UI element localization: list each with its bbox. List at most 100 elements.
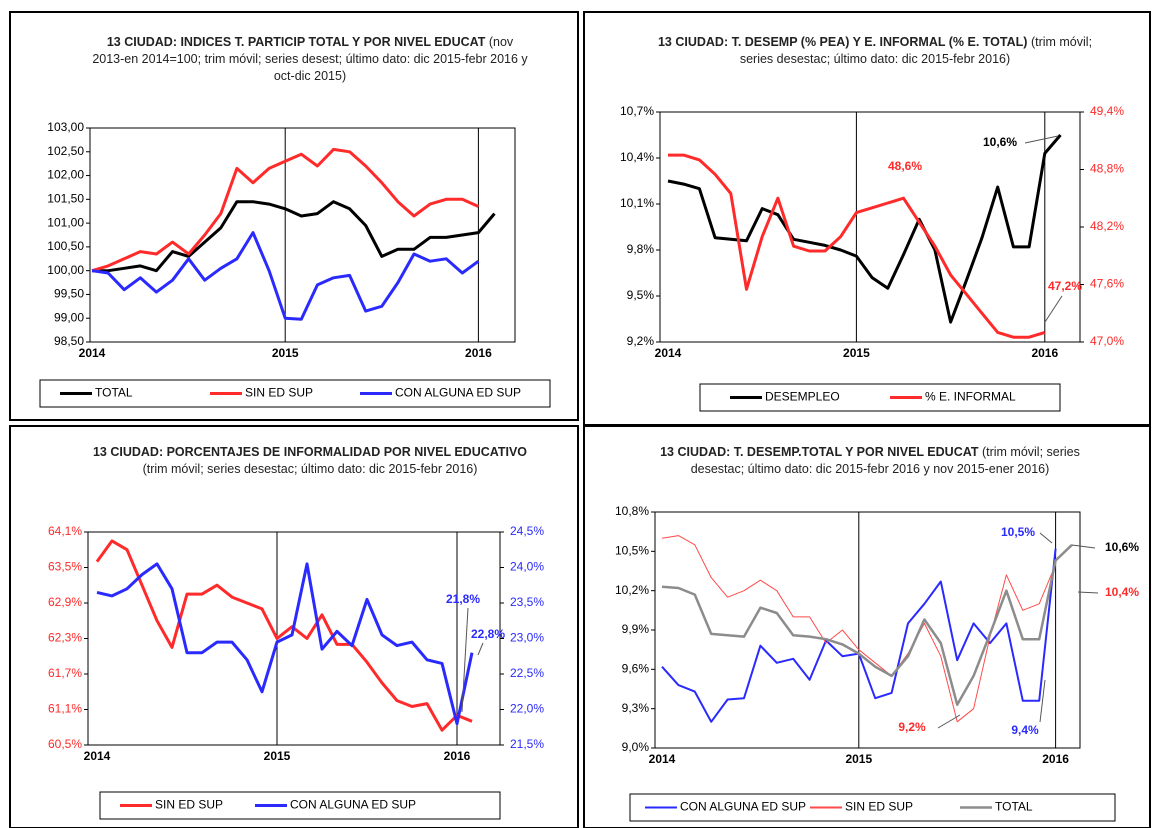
y2-tick-label: 23,0% xyxy=(510,631,544,645)
y2-tick-label: 24,5% xyxy=(510,524,544,538)
panel-title: 13 CIUDAD: PORCENTAJES DE INFORMALIDAD P… xyxy=(80,444,540,478)
y2-tick-label: 22,0% xyxy=(510,702,544,716)
y-tick-label: 100,50 xyxy=(47,239,84,253)
annotation-leader xyxy=(1039,532,1053,544)
annotation: 10,6% xyxy=(983,135,1017,149)
series-line xyxy=(667,134,1062,324)
legend-label: % E. INFORMAL xyxy=(925,390,1016,404)
y2-tick-label: 47,6% xyxy=(1090,277,1124,291)
series-line xyxy=(668,153,1046,339)
y-tick-label: 9,6% xyxy=(622,662,650,676)
legend-label: SIN ED SUP xyxy=(245,386,313,400)
legend-label: SIN ED SUP xyxy=(845,800,913,814)
y2-tick-label: 24,0% xyxy=(510,560,544,574)
y-tick-label: 61,1% xyxy=(48,702,82,716)
y2-tick-label: 47,0% xyxy=(1090,334,1124,348)
y2-tick-label: 48,8% xyxy=(1090,162,1124,176)
series-line xyxy=(661,543,1073,706)
y-tick-label: 10,7% xyxy=(620,104,654,118)
annotation-leader xyxy=(1071,544,1096,549)
chart-title: 13 CIUDAD: PORCENTAJES DE INFORMALIDAD P… xyxy=(92,445,528,459)
y-tick-label: 102,50 xyxy=(47,144,84,158)
x-tick-label: 2016 xyxy=(444,749,471,763)
annotation-leader xyxy=(937,714,961,729)
annotation-leader xyxy=(1077,591,1099,594)
y-tick-label: 9,3% xyxy=(622,701,650,715)
y-tick-label: 62,9% xyxy=(48,595,82,609)
annotation: 9,2% xyxy=(898,720,926,734)
x-tick-label: 2014 xyxy=(79,346,106,360)
annotation: 10,6% xyxy=(1105,540,1139,554)
y2-tick-label: 49,4% xyxy=(1090,104,1124,118)
y-tick-label: 9,5% xyxy=(627,288,655,302)
plot-frame xyxy=(87,531,501,746)
y-tick-label: 99,50 xyxy=(54,287,84,301)
chart-subtitle: (trim móvil; series desestac; último dat… xyxy=(690,445,1080,476)
series-line xyxy=(91,147,480,273)
y2-tick-label: 23,5% xyxy=(510,595,544,609)
x-tick-label: 2015 xyxy=(843,346,870,360)
y-tick-label: 9,8% xyxy=(627,242,655,256)
panel-border xyxy=(9,11,579,421)
y-tick-label: 10,5% xyxy=(615,544,649,558)
y2-tick-label: 48,2% xyxy=(1090,219,1124,233)
series-line xyxy=(92,200,496,273)
chart-subtitle: (trim móvil; series desestac; último dat… xyxy=(739,35,1093,66)
chart-title: 13 CIUDAD: T. DESEMP (% PEA) Y E. INFORM… xyxy=(657,35,1028,49)
x-tick-label: 2014 xyxy=(649,752,676,766)
y-tick-label: 62,3% xyxy=(48,631,82,645)
y2-tick-label: 21,5% xyxy=(510,737,544,751)
x-tick-label: 2014 xyxy=(655,346,682,360)
panel-border xyxy=(583,11,1151,426)
panel-border xyxy=(583,425,1151,828)
annotation-leader xyxy=(461,607,469,713)
y2-tick-label: 22,5% xyxy=(510,666,544,680)
series-line xyxy=(91,231,480,321)
legend-label: CON ALGUNA ED SUP xyxy=(290,798,416,812)
y-tick-label: 60,5% xyxy=(48,737,82,751)
series-line xyxy=(95,539,473,732)
y-tick-label: 9,0% xyxy=(622,740,650,754)
x-tick-label: 2016 xyxy=(1042,752,1069,766)
annotation: 22,8% xyxy=(471,627,505,641)
annotation-leader xyxy=(1039,679,1046,723)
legend-box xyxy=(99,791,501,820)
y-tick-label: 10,8% xyxy=(615,504,649,518)
y-tick-label: 9,9% xyxy=(622,622,650,636)
annotation-leader xyxy=(1044,295,1063,323)
y-tick-label: 63,5% xyxy=(48,560,82,574)
annotation: 10,5% xyxy=(1001,525,1035,539)
annotation: 48,6% xyxy=(888,159,922,173)
y-tick-label: 99,00 xyxy=(54,310,84,324)
chart-title: 13 CIUDAD: T. DESEMP.TOTAL Y POR NIVEL E… xyxy=(660,445,979,459)
legend-label: TOTAL xyxy=(995,800,1033,814)
legend-label: CON ALGUNA ED SUP xyxy=(395,386,521,400)
y-tick-label: 10,4% xyxy=(620,150,654,164)
x-tick-label: 2015 xyxy=(272,346,299,360)
annotation: 9,4% xyxy=(1011,723,1039,737)
legend-label: SIN ED SUP xyxy=(155,798,223,812)
legend-label: CON ALGUNA ED SUP xyxy=(680,800,806,814)
y-tick-label: 64,1% xyxy=(48,524,82,538)
y-tick-label: 101,50 xyxy=(47,192,84,206)
legend-box xyxy=(629,793,1116,822)
legend-label: TOTAL xyxy=(95,386,133,400)
panel-title: 13 CIUDAD: INDICES T. PARTICIP TOTAL Y P… xyxy=(90,34,530,85)
annotation: 47,2% xyxy=(1048,279,1082,293)
legend-box xyxy=(39,379,551,408)
x-tick-label: 2014 xyxy=(84,749,111,763)
plot-frame xyxy=(89,127,516,343)
x-tick-label: 2015 xyxy=(845,752,872,766)
y-tick-label: 10,1% xyxy=(620,196,654,210)
chart-subtitle: (nov 2013-en 2014=100; trim móvil; serie… xyxy=(92,35,528,83)
y-tick-label: 98,50 xyxy=(54,334,84,348)
annotation: 21,8% xyxy=(446,592,480,606)
chart-subtitle: (trim móvil; series desestac; último dat… xyxy=(142,462,478,476)
legend-label: DESEMPLEO xyxy=(765,390,840,404)
y-tick-label: 102,00 xyxy=(47,168,84,182)
panel-title: 13 CIUDAD: T. DESEMP.TOTAL Y POR NIVEL E… xyxy=(640,444,1100,478)
x-tick-label: 2016 xyxy=(465,346,492,360)
annotation-leader xyxy=(1024,135,1059,144)
x-tick-label: 2016 xyxy=(1031,346,1058,360)
